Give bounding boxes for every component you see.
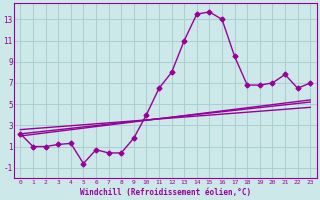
X-axis label: Windchill (Refroidissement éolien,°C): Windchill (Refroidissement éolien,°C) — [80, 188, 251, 197]
